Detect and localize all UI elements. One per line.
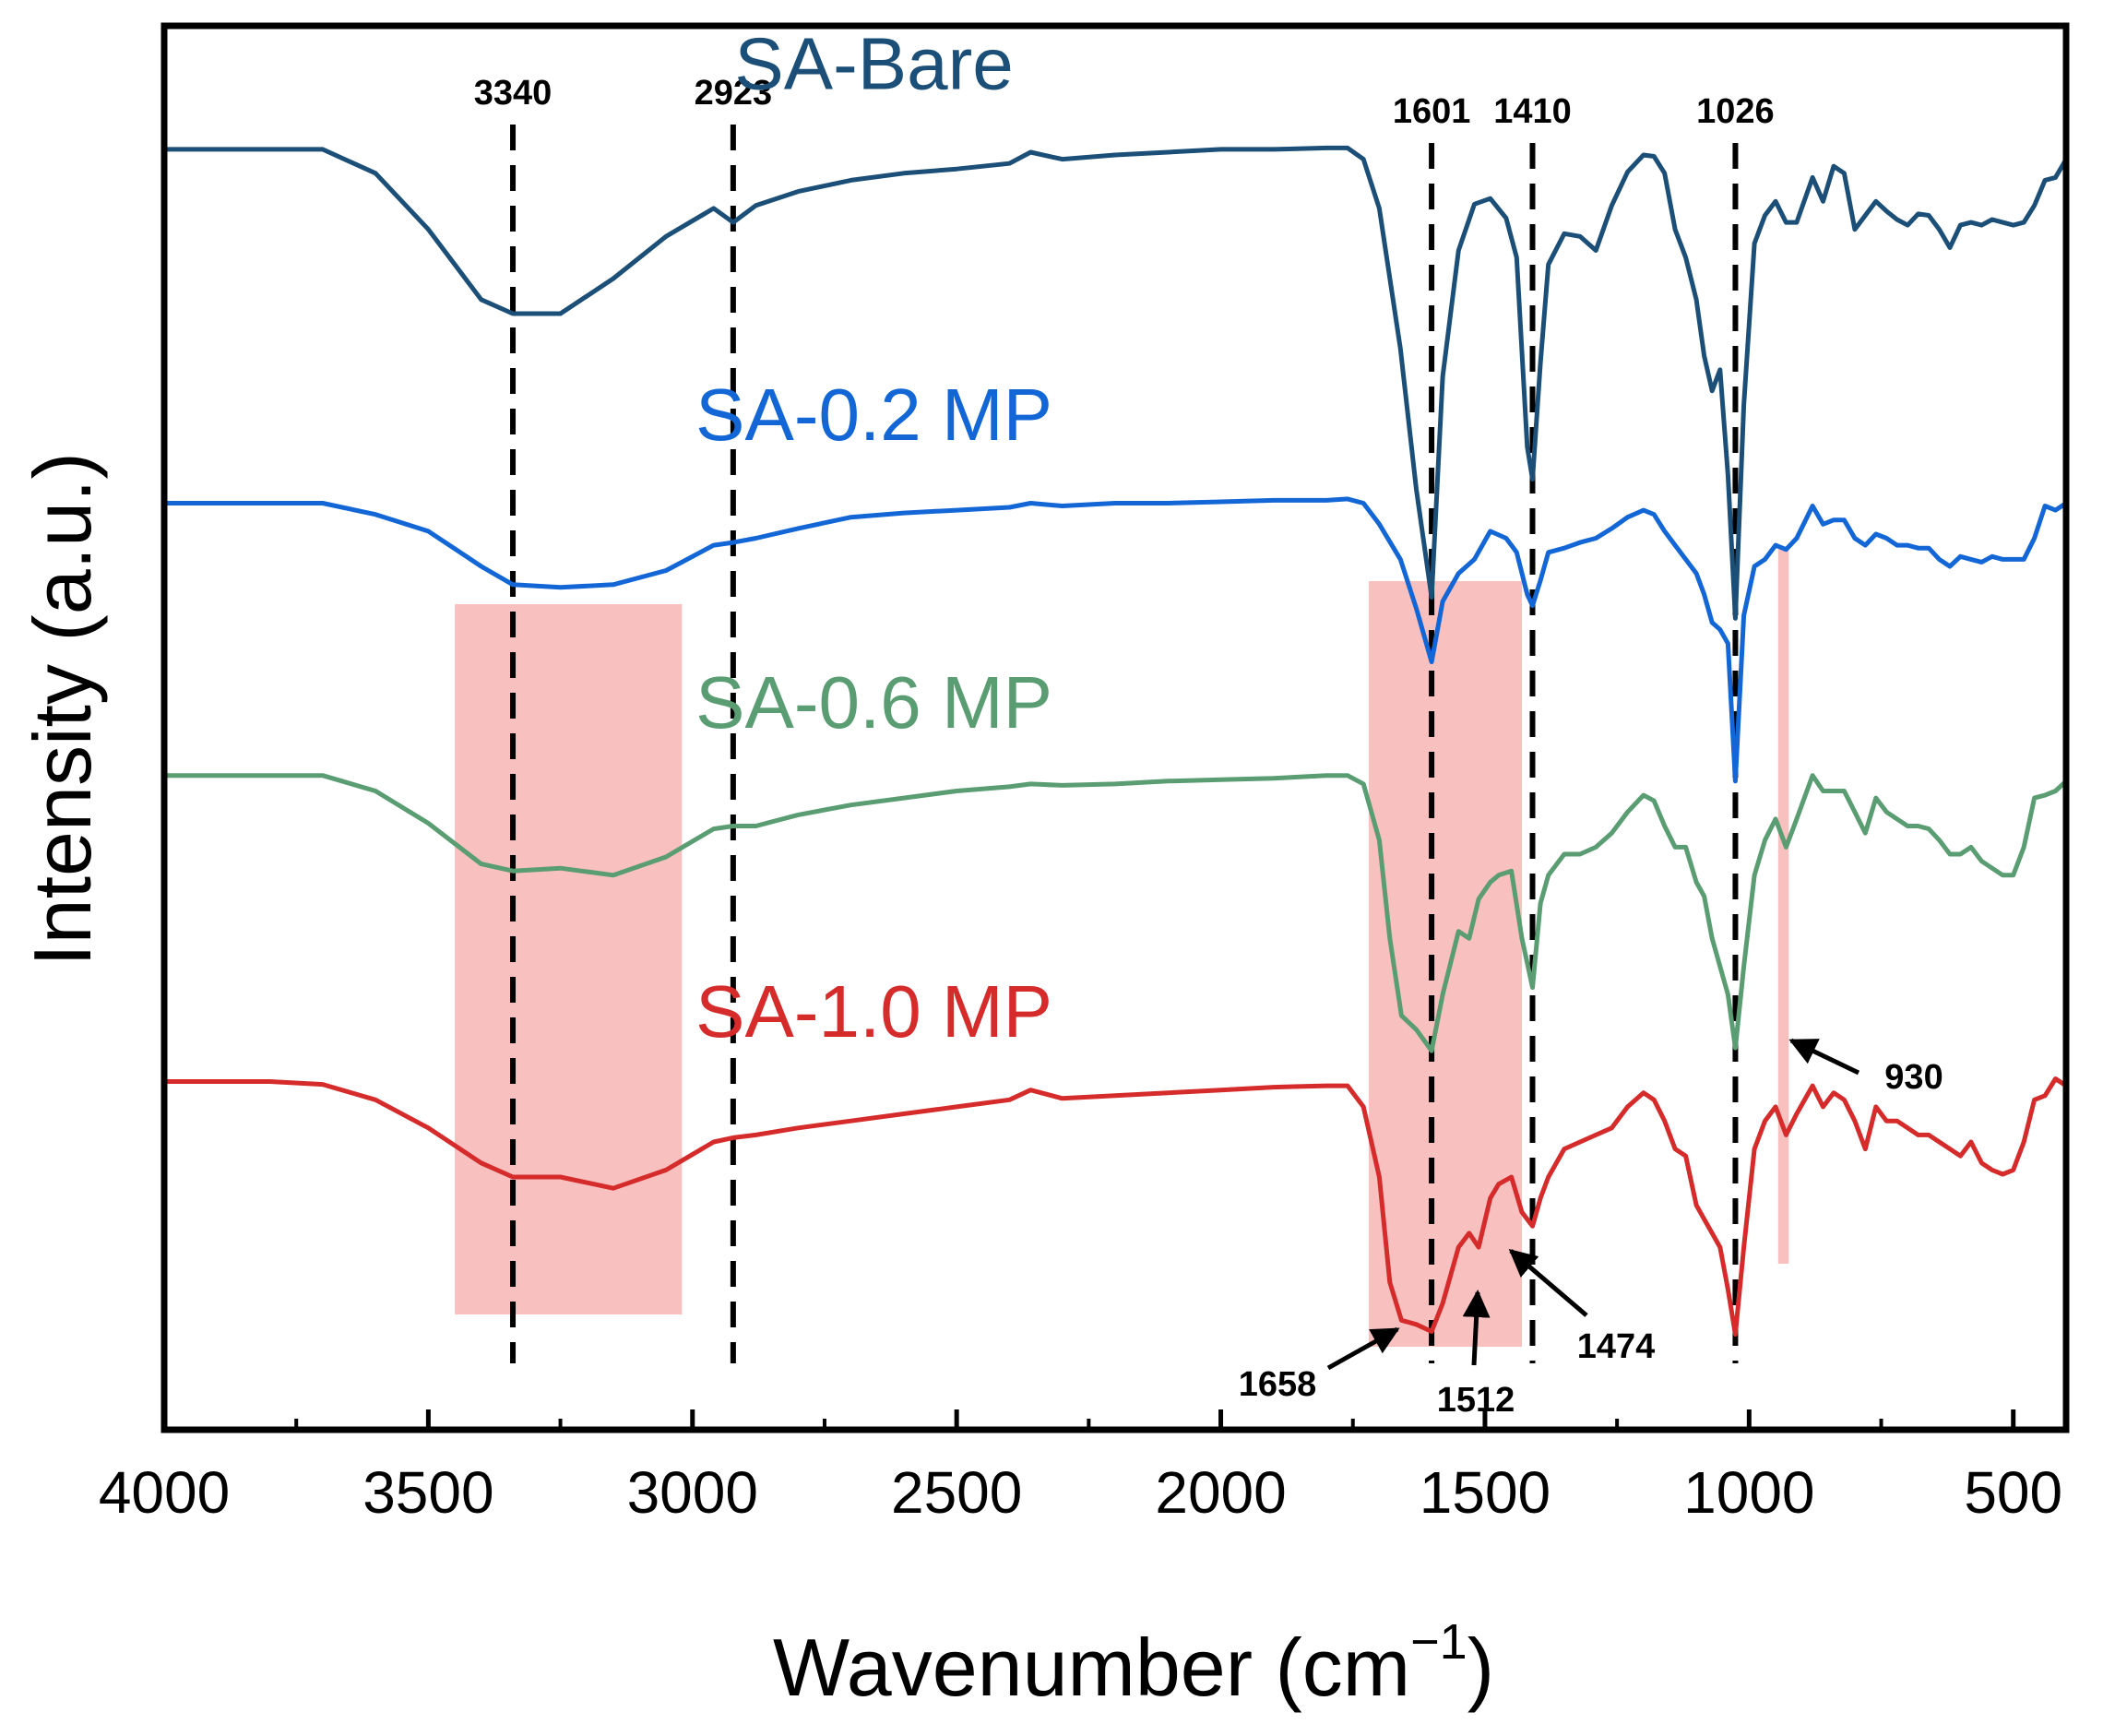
reference-label-1026: 1026 [1696, 92, 1775, 131]
reference-lines: 3340 2923 1601 1410 1026 [474, 74, 1775, 1363]
annotation-arrow-930 [1788, 1038, 1860, 1076]
x-tick-label-3000: 3000 [627, 1459, 758, 1526]
series-line-sa-0-2-mp [164, 496, 2068, 784]
series-label-sa-1-0-mp: SA-1.0 MP [695, 970, 1052, 1052]
x-axis-title-sup: −1 [1410, 1614, 1467, 1670]
plot-frame [160, 22, 2070, 1433]
highlight-region-1 [455, 604, 683, 1314]
x-tick-label-4000: 4000 [99, 1459, 230, 1526]
x-tick-label-2500: 2500 [891, 1459, 1022, 1526]
series-label-sa-0-2-mp: SA-0.2 MP [695, 374, 1052, 456]
series-labels: SA-Bare SA-0.2 MP SA-0.6 MP SA-1.0 MP [695, 22, 1052, 1052]
annotation-label-1474: 1474 [1577, 1327, 1656, 1366]
x-tick-label-3500: 3500 [362, 1459, 493, 1526]
series-line-sa-1-0-mp [164, 1076, 2068, 1337]
highlight-regions [455, 549, 1789, 1347]
series-label-sa-bare: SA-Bare [734, 22, 1013, 104]
reference-label-1410: 1410 [1493, 92, 1572, 131]
annotation-arrow-1658 [1326, 1326, 1400, 1371]
y-axis-title: Intensity (a.u.) [17, 452, 108, 967]
series-lines [164, 145, 2069, 1337]
annotation-label-1658: 1658 [1239, 1365, 1317, 1404]
annotation-label-1512: 1512 [1437, 1381, 1515, 1420]
reference-label-2923: 2923 [695, 74, 773, 113]
reference-label-3340: 3340 [474, 74, 552, 113]
annotation-arrow-1474 [1508, 1249, 1588, 1317]
annotation-arrow-1512 [1462, 1290, 1491, 1366]
x-axis: 4000 3500 3000 2500 2000 1500 1000 500 [99, 1409, 2062, 1526]
x-tick-label-2000: 2000 [1155, 1459, 1286, 1526]
x-tick-label-500: 500 [1964, 1459, 2062, 1526]
highlight-region-3 [1777, 549, 1789, 1264]
x-axis-title: Wavenumber (cm−1) [773, 1614, 1494, 1713]
annotation-label-930: 930 [1884, 1058, 1943, 1097]
series-line-sa-0-6-mp [164, 773, 2068, 1053]
peak-annotations: 1658 1512 1474 930 [1239, 1038, 1943, 1420]
series-label-sa-0-6-mp: SA-0.6 MP [695, 661, 1052, 743]
series-line-sa-bare [164, 145, 2069, 621]
x-tick-label-1000: 1000 [1683, 1459, 1814, 1526]
reference-label-1601: 1601 [1393, 92, 1471, 131]
x-tick-label-1500: 1500 [1420, 1459, 1551, 1526]
x-axis-title-main: Wavenumber (cm [773, 1622, 1410, 1713]
x-axis-title-close: ) [1467, 1622, 1494, 1713]
